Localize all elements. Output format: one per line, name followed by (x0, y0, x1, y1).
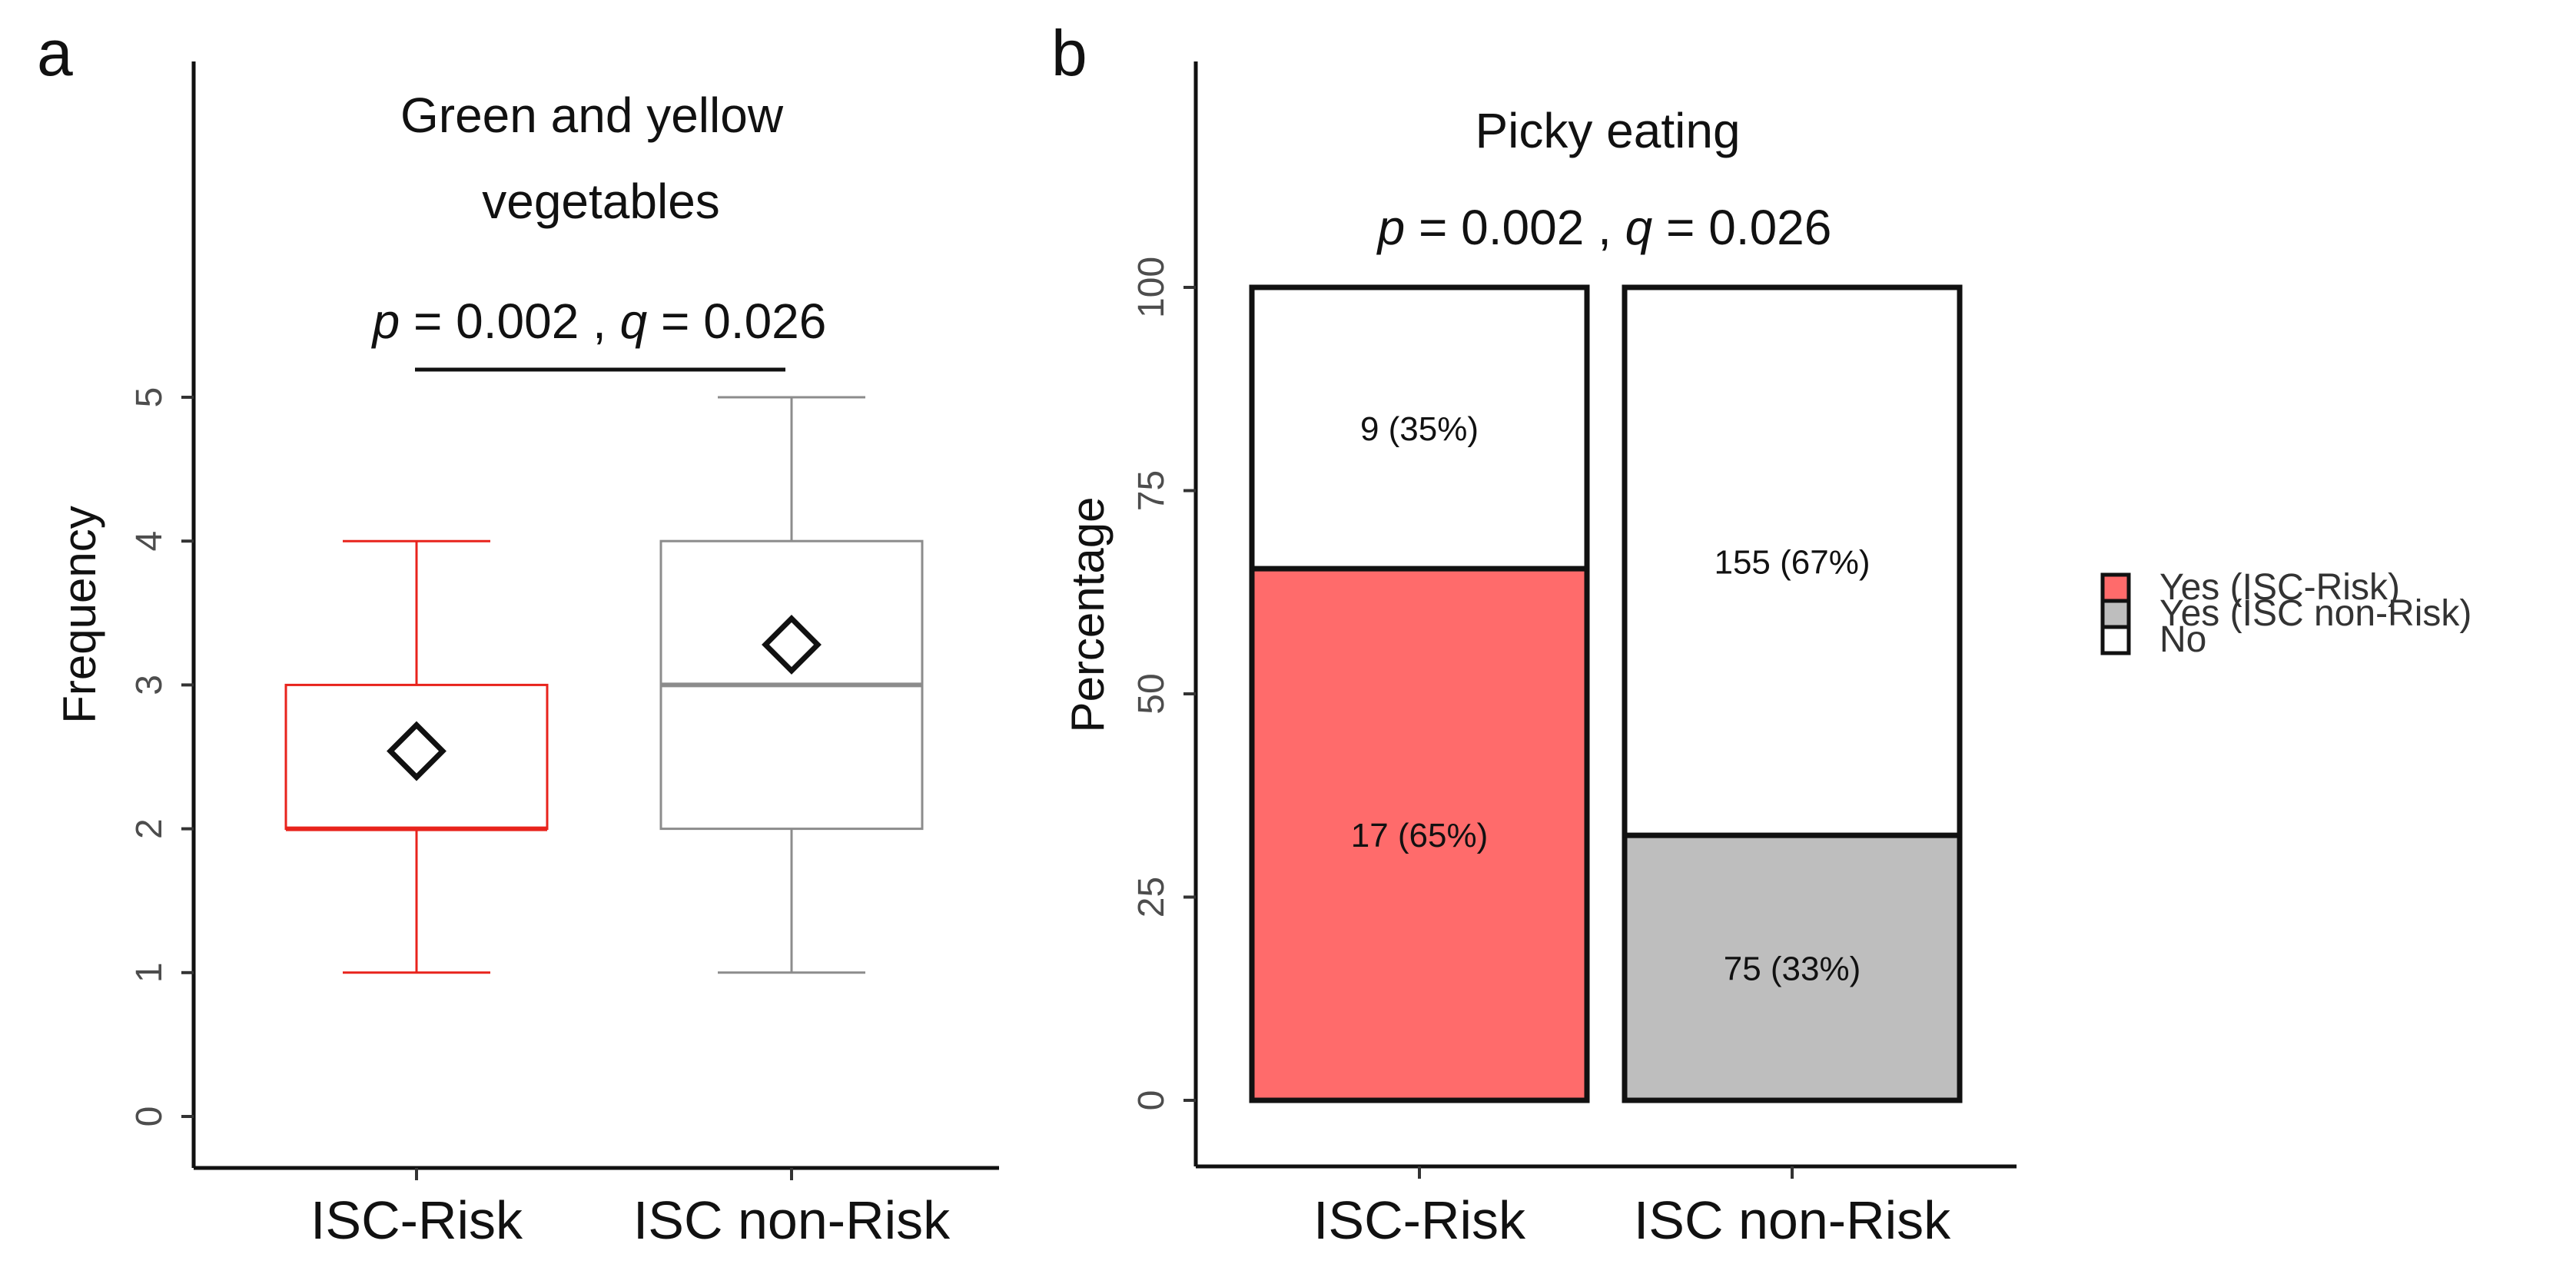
panel-b-y-ticks: 0 25 50 75 100 (1131, 257, 1196, 1110)
panel-b-bar-1: 17 (65%) 9 (35%) (1249, 284, 1590, 1103)
bar-segment (1249, 284, 1590, 572)
panel-b-p-symbol: p (1376, 200, 1406, 255)
panel-a-p-value: = 0.002 , (400, 294, 619, 349)
panel-a-box-1 (284, 539, 549, 974)
panel-b-q-value: = 0.026 (1652, 200, 1831, 255)
panel-a-title-line-2: vegetables (482, 174, 720, 229)
panel-b-title: Picky eating (1475, 103, 1740, 158)
panel-a-y-tick-label: 5 (129, 387, 170, 408)
panel-b-y-tick-label: 100 (1131, 257, 1172, 318)
panel-a-box-2 (659, 396, 924, 974)
panel-b-stat-text: p = 0.002 , q = 0.026 (1376, 200, 1832, 255)
panel-b-y-tick-label: 25 (1131, 877, 1172, 917)
legend-swatch (2100, 625, 2131, 655)
panel-a-letter: a (37, 17, 73, 89)
panel-a-y-tick-label: 2 (129, 818, 170, 839)
panel-b-bar-2: 75 (33%) 155 (67%) (1622, 284, 1963, 1103)
panel-b-y-tick-label: 75 (1131, 470, 1172, 511)
panel-a-boxplot: a Green and yellow vegetables p = 0.002 … (37, 17, 999, 1250)
panel-b-y-tick-label: 50 (1131, 673, 1172, 714)
panel-a-x-tick-label: ISC-Risk (310, 1190, 523, 1250)
panel-a-x-ticks: ISC-Risk ISC non-Risk (310, 1168, 951, 1250)
panel-b-q-symbol: q (1625, 200, 1653, 255)
panel-a-y-tick-label: 0 (129, 1106, 170, 1127)
panel-a-boxes (284, 396, 924, 974)
bar-segment-label: 9 (35%) (1360, 410, 1479, 448)
panel-a-p-symbol: p (371, 294, 400, 349)
legend-swatch (2100, 572, 2131, 603)
box-mean-marker (387, 721, 446, 781)
panel-b-y-tick-label: 0 (1131, 1090, 1172, 1111)
legend-swatch (2100, 599, 2131, 629)
panel-a-title-line-1: Green and yellow (400, 88, 784, 143)
bar-segment-label: 17 (65%) (1351, 817, 1489, 854)
legend-label: No (2159, 619, 2206, 660)
panel-a-q-symbol: q (620, 294, 648, 349)
bar-segment-label: 75 (33%) (1724, 950, 1861, 988)
panel-a-y-axis-label: Frequency (54, 506, 105, 723)
legend-label: Yes (ISC-Risk) (2159, 567, 2400, 608)
bar-segment-label: 155 (67%) (1714, 544, 1870, 582)
legend: Yes (ISC-Risk)Yes (ISC non-Risk)No (2100, 567, 2471, 660)
panel-b-letter: b (1051, 17, 1087, 89)
panel-b-p-value: = 0.002 , (1405, 200, 1625, 255)
box-mean-marker (762, 615, 822, 675)
panel-b-y-axis-label: Percentage (1062, 497, 1114, 733)
panel-a-stat-text: p = 0.002 , q = 0.026 (371, 294, 827, 349)
panel-b-stacked-bar: b Picky eating p = 0.002 , q = 0.026 Per… (1051, 17, 2471, 1250)
panel-a-y-tick-label: 3 (129, 675, 170, 695)
panel-b-x-tick-label: ISC non-Risk (1634, 1190, 1951, 1250)
legend-label: Yes (ISC non-Risk) (2159, 593, 2471, 634)
bar-segment (1622, 832, 1963, 1103)
panel-a-y-ticks: 0 1 2 3 4 5 (129, 387, 194, 1127)
panel-b-bars: 17 (65%) 9 (35%) 75 (33%) 155 (67%) (1249, 284, 1963, 1103)
panel-a-q-value: = 0.026 (647, 294, 826, 349)
bar-segment (1622, 284, 1963, 838)
panel-a-x-tick-label: ISC non-Risk (633, 1190, 951, 1250)
panel-a-y-tick-label: 1 (129, 962, 170, 983)
panel-a-y-tick-label: 4 (129, 531, 170, 552)
panel-b-x-tick-label: ISC-Risk (1313, 1190, 1526, 1250)
panel-b-x-ticks: ISC-Risk ISC non-Risk (1313, 1166, 1951, 1250)
